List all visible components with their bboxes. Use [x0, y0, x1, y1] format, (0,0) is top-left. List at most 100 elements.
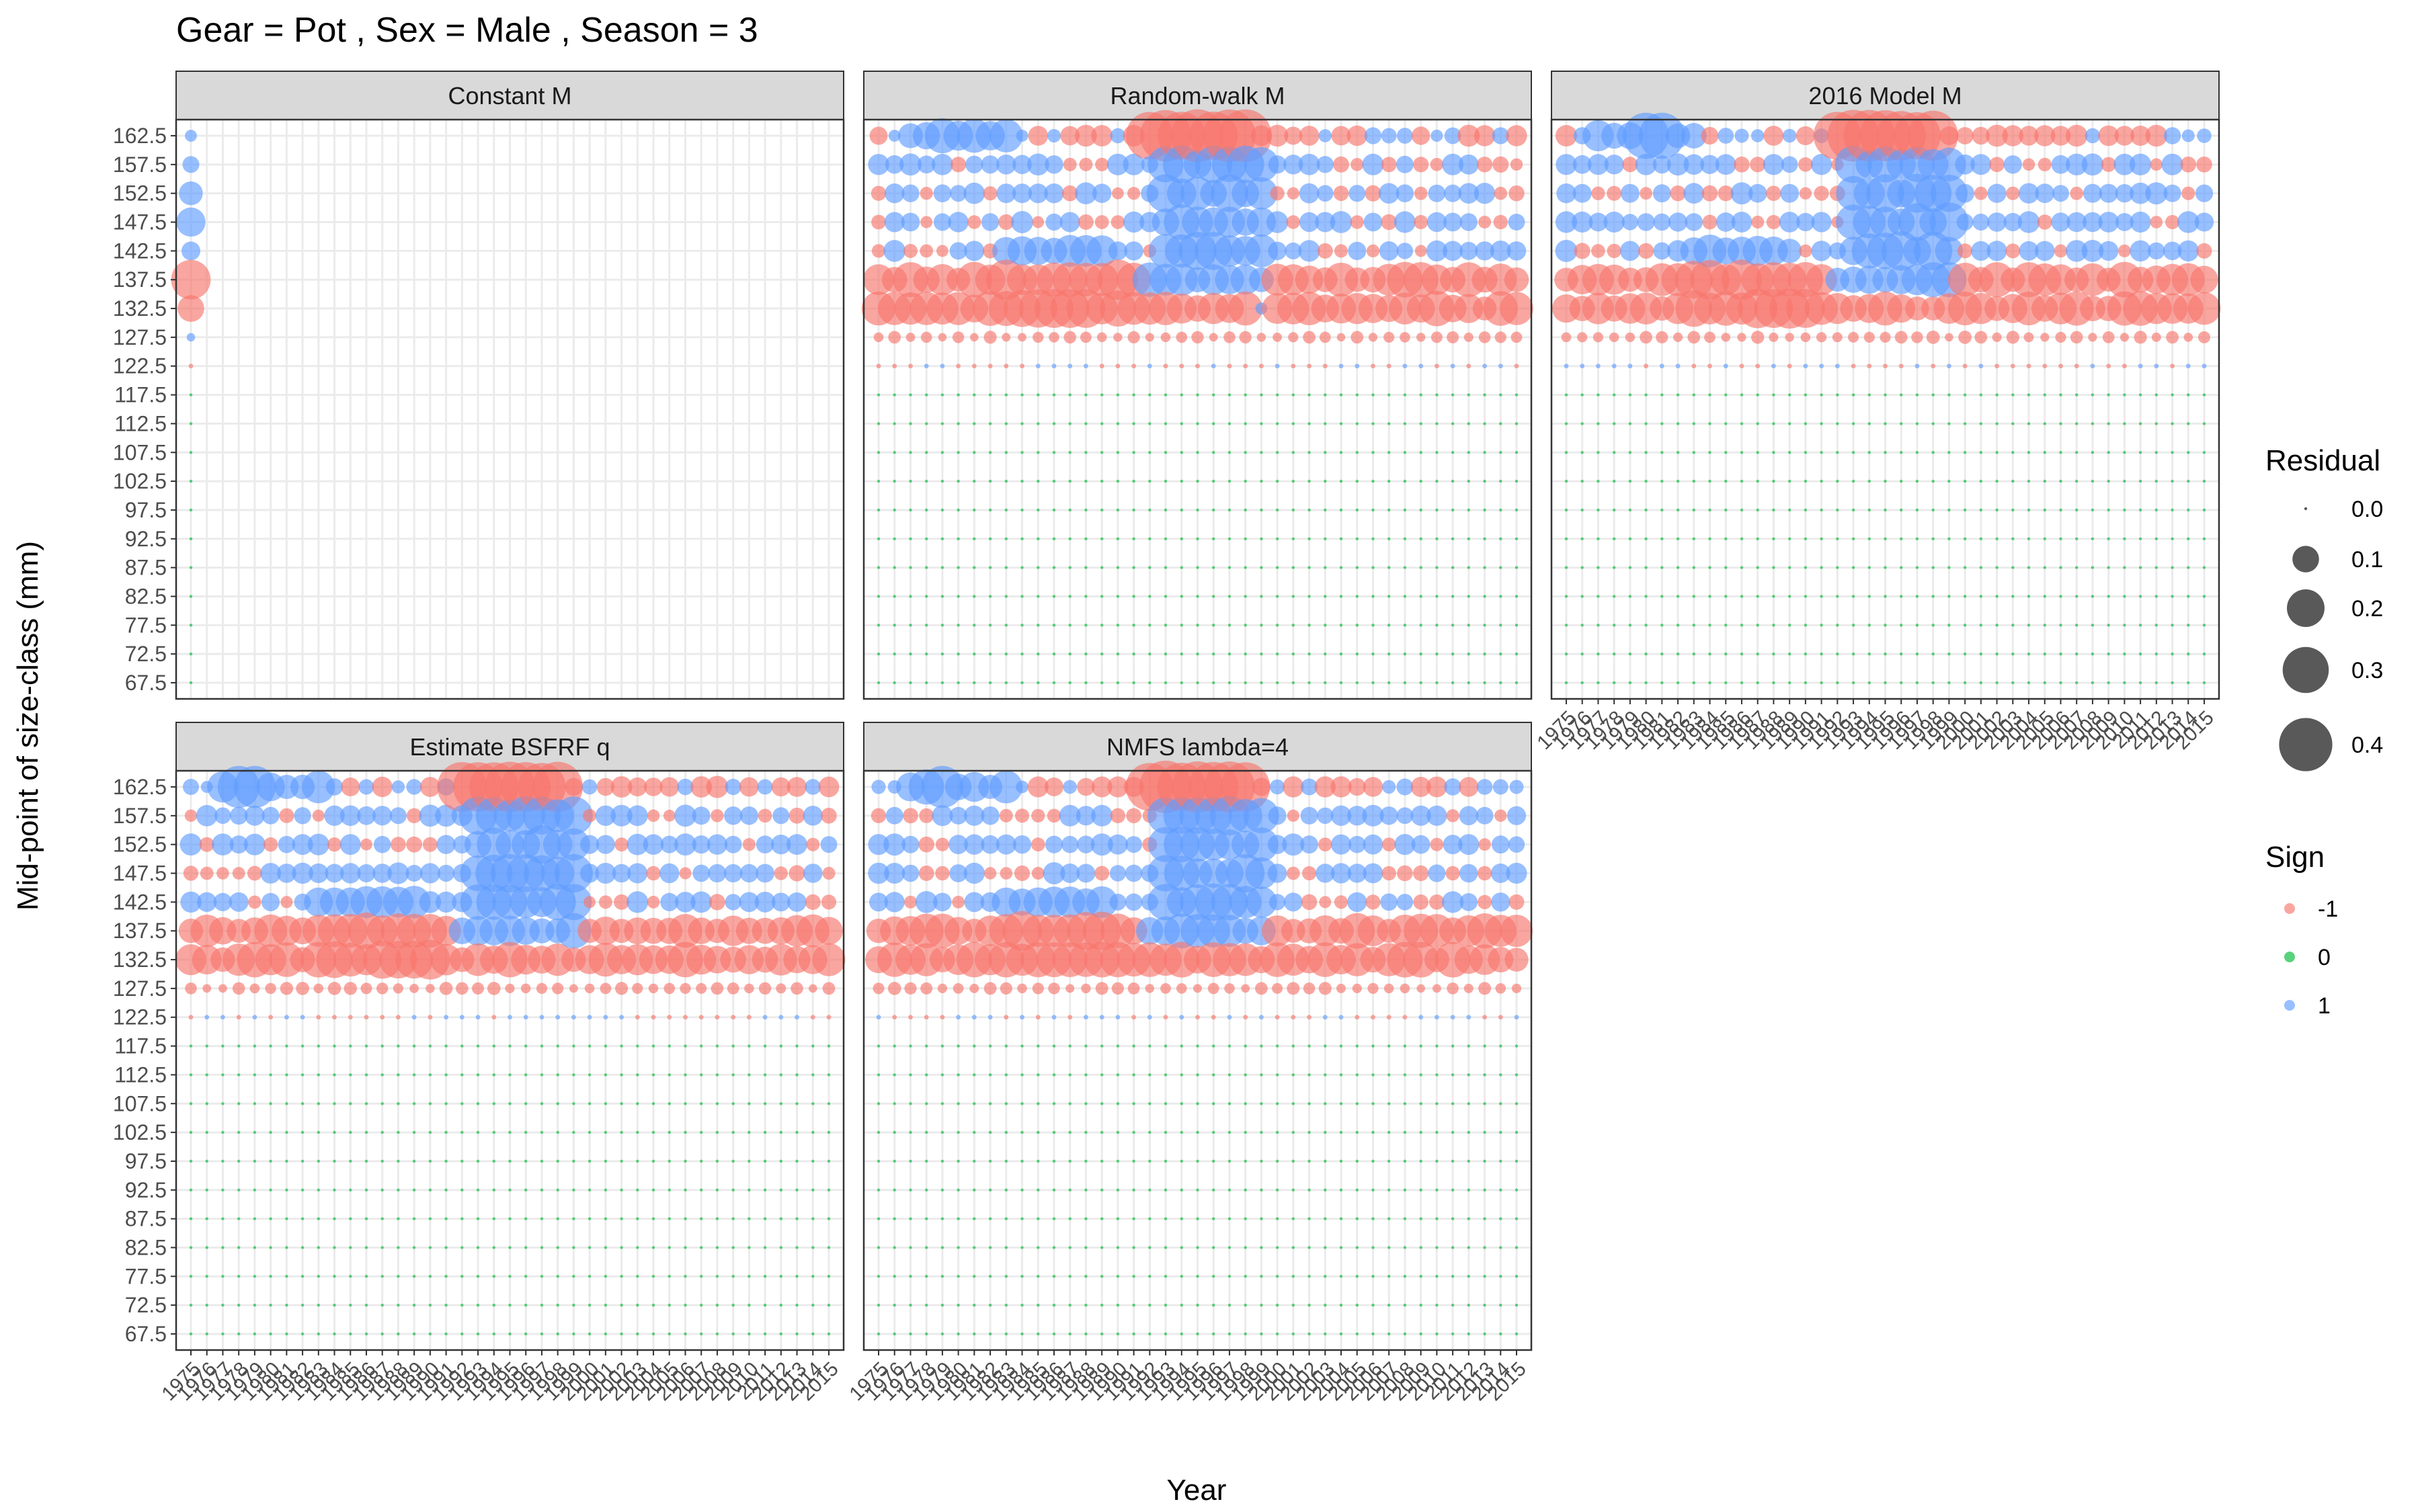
data-point [724, 835, 742, 853]
data-point [2113, 153, 2136, 175]
data-point [604, 1044, 608, 1048]
data-point [827, 1102, 831, 1105]
data-point [2059, 595, 2062, 598]
data-point [1478, 216, 1492, 228]
data-point [572, 1217, 575, 1220]
data-point [827, 1159, 831, 1163]
data-point [2043, 537, 2046, 540]
data-point [1212, 537, 1215, 540]
data-point [1987, 212, 2007, 232]
data-point [696, 982, 707, 994]
data-point [1947, 624, 1951, 627]
data-point [2202, 479, 2206, 483]
data-point [492, 1044, 495, 1048]
data-point [876, 1015, 881, 1020]
data-point [1978, 364, 1984, 369]
data-point [202, 984, 212, 993]
data-point [340, 805, 361, 827]
data-point [2037, 214, 2052, 230]
data-point [1804, 537, 1808, 540]
data-point [973, 1275, 976, 1278]
data-point [364, 1217, 368, 1220]
data-point [1100, 624, 1104, 627]
data-point [1419, 422, 1422, 425]
data-point [1109, 893, 1127, 911]
data-point [1004, 1130, 1008, 1134]
data-point [668, 1217, 671, 1220]
data-point [2187, 566, 2190, 569]
data-point [1788, 422, 1791, 425]
data-point [1260, 1246, 1263, 1249]
data-point [684, 1044, 687, 1048]
data-point [1084, 451, 1088, 454]
data-point [1014, 865, 1031, 882]
data-point [1291, 624, 1295, 627]
data-point [1196, 393, 1199, 396]
data-point [1659, 364, 1664, 369]
data-point [179, 833, 202, 856]
data-point [2202, 364, 2207, 369]
data-point [285, 1188, 288, 1192]
data-point [877, 1130, 881, 1134]
data-point [380, 1332, 384, 1336]
data-point [919, 808, 934, 823]
data-point [1620, 241, 1640, 261]
data-point [269, 1332, 272, 1336]
data-point [1275, 1275, 1279, 1278]
data-point [1164, 537, 1168, 540]
data-point [1339, 508, 1343, 512]
data-point [1196, 1188, 1199, 1192]
data-point [893, 1130, 896, 1134]
data-point [2091, 595, 2095, 598]
data-point [1400, 332, 1410, 343]
data-point [700, 1073, 703, 1077]
data-point [300, 1015, 305, 1020]
y-tick-label: 87.5 [125, 1207, 167, 1231]
data-point [205, 1044, 208, 1048]
data-point [1956, 127, 1974, 144]
data-point [1414, 186, 1428, 200]
data-point [1403, 1304, 1407, 1307]
data-point [1979, 566, 1982, 569]
data-point [651, 1246, 655, 1249]
data-point [877, 1246, 881, 1249]
data-point [1931, 364, 1936, 369]
data-point [604, 1159, 608, 1163]
data-point [2202, 422, 2206, 425]
data-point [1668, 212, 1688, 232]
data-point [1339, 1332, 1343, 1336]
data-point [279, 808, 294, 823]
data-point [871, 185, 887, 201]
data-point [1347, 806, 1367, 826]
data-point [1660, 479, 1664, 483]
data-points [865, 760, 1533, 1336]
data-point [668, 1332, 671, 1336]
data-point [935, 837, 949, 851]
data-point [205, 1102, 208, 1105]
data-point [1333, 185, 1349, 202]
data-point [300, 1304, 305, 1307]
data-point [1848, 331, 1859, 343]
data-point [668, 1188, 671, 1192]
data-point [2003, 212, 2022, 232]
data-point [436, 835, 456, 854]
data-point [422, 837, 438, 852]
data-point [1307, 566, 1311, 569]
data-point [333, 1159, 336, 1163]
data-point [1086, 235, 1118, 267]
data-point [908, 364, 913, 369]
data-point [1052, 1188, 1056, 1192]
data-point [2075, 508, 2079, 512]
data-point [1397, 128, 1413, 144]
data-point [1416, 984, 1425, 993]
data-point [1379, 241, 1399, 261]
data-point [877, 566, 881, 569]
data-point [2138, 624, 2142, 627]
data-point [1148, 1102, 1152, 1105]
data-point [1176, 331, 1188, 343]
data-point [1227, 393, 1232, 396]
data-point [604, 1188, 608, 1192]
data-point [2202, 537, 2206, 540]
data-point [1037, 681, 1040, 685]
data-point [294, 807, 311, 825]
